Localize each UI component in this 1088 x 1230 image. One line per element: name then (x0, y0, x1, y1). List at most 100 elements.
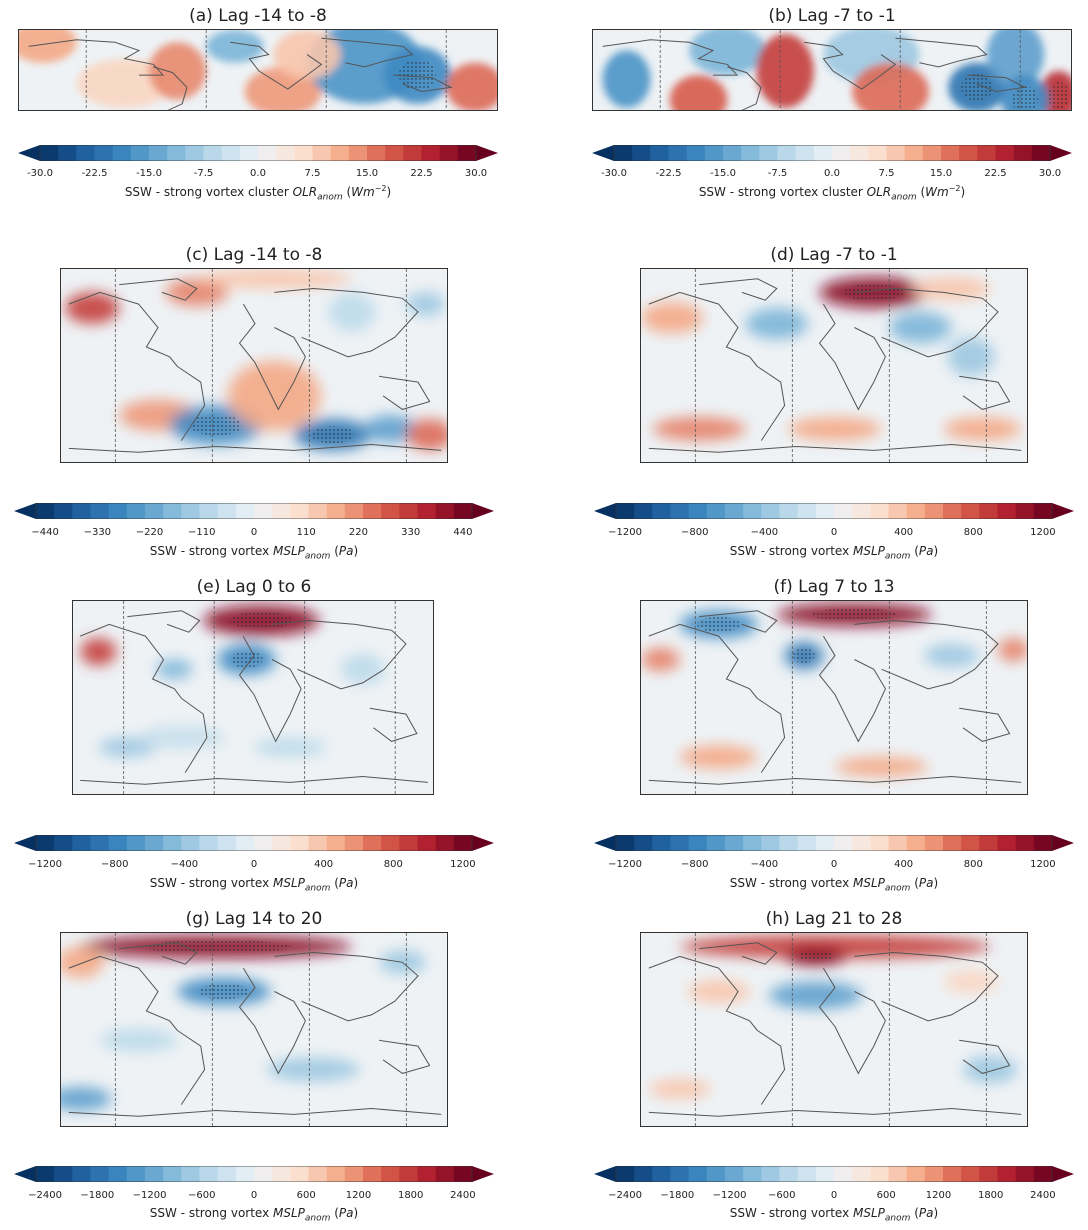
colorbar-tick-label: 15.0 (355, 168, 379, 179)
coastline (699, 610, 778, 633)
coastline (648, 623, 758, 699)
colorbar-segment (290, 1166, 310, 1182)
colorbar-f-label: SSW - strong vortex MSLPanom (Pa) (729, 876, 939, 894)
coastline (80, 775, 428, 785)
colorbar-tick-label: -22.5 (655, 168, 682, 179)
colorbar-segment (435, 503, 455, 519)
colorbar-segment (221, 145, 241, 161)
colorbar-segment (363, 1166, 382, 1182)
panel-f-map (640, 600, 1028, 795)
colorbar-segment (344, 1166, 364, 1182)
colorbar-segment (1033, 503, 1053, 519)
colorbar-segment (399, 1166, 419, 1182)
colorbar-segment (761, 835, 781, 851)
colorbar-tick-label: 800 (963, 527, 983, 538)
colorbar-d-svg (594, 502, 1074, 520)
coastline (68, 291, 178, 367)
significance-stipple (398, 59, 436, 91)
anomaly-blob (641, 647, 680, 672)
colorbar-segment (381, 503, 400, 519)
colorbar-tick-label: 400 (314, 859, 334, 870)
colorbar-tick-label: 15.0 (929, 168, 953, 179)
colorbar-segment (652, 835, 672, 851)
colorbar-segment (688, 835, 708, 851)
colorbar-segment (852, 835, 871, 851)
colorbar-c-label: SSW - strong vortex MSLPanom (Pa) (149, 544, 359, 562)
panel-c-map (60, 268, 448, 463)
colorbar-tick-label: 0 (830, 1190, 838, 1201)
colorbar-segment (979, 503, 999, 519)
panel-b-map (592, 29, 1072, 111)
panel-h-map (640, 932, 1028, 1127)
colorbar-g-ticks: −2400 −1800 −1200 −600 0 600 1200 1800 2400 (14, 1190, 494, 1202)
colorbar-segment (36, 503, 55, 519)
colorbar-b (592, 144, 1072, 162)
colorbar-segment (634, 503, 653, 519)
coastline (967, 74, 1027, 93)
colorbar-segment (870, 503, 890, 519)
colorbar-tick-label: 600 (876, 1190, 896, 1201)
colorbar-segment (977, 145, 997, 161)
colorbar-a-svg (18, 144, 498, 162)
panel-b-title: (b) Lag -7 to -1 (768, 6, 896, 26)
colorbar-segment (126, 503, 146, 519)
anomaly-blob (148, 42, 207, 100)
colorbar-segment (777, 145, 797, 161)
significance-stipple (229, 611, 294, 630)
coastline (804, 41, 897, 90)
anomaly-blob (889, 311, 952, 344)
panel-d-field (641, 269, 1027, 462)
colorbar-tick-label: -30.0 (601, 168, 627, 179)
colorbar-extend-high (472, 1166, 494, 1182)
anomaly-blob (679, 745, 758, 769)
colorbar-segment (725, 835, 744, 851)
colorbar-tick-label: 440 (453, 527, 473, 538)
coastline (699, 278, 778, 301)
coastline (757, 698, 786, 773)
colorbar-tick-label: 1200 (1030, 859, 1056, 870)
colorbar-segment (199, 835, 219, 851)
colorbar-extend-high (1052, 835, 1074, 851)
colorbar-segment (217, 503, 237, 519)
significance-stipple (1011, 86, 1039, 110)
anomaly-blob (254, 737, 327, 757)
colorbar-segment (399, 503, 419, 519)
panel-e-title: (e) Lag 0 to 6 (196, 577, 312, 597)
anomaly-blob (328, 292, 376, 332)
colorbar-tick-label: −220 (135, 527, 164, 538)
panel-f-title: (f) Lag 7 to 13 (773, 577, 895, 597)
anomaly-blob (363, 415, 418, 443)
significance-stipple (198, 983, 250, 1000)
colorbar-segment (868, 145, 888, 161)
anomaly-blob (679, 934, 991, 959)
colorbar-segment (706, 835, 726, 851)
colorbar-segment (834, 835, 853, 851)
anomaly-blob (769, 981, 863, 1010)
coastline (119, 278, 198, 301)
colorbar-tick-label: −110 (188, 527, 216, 538)
colorbar-tick-label: 30.0 (1038, 168, 1062, 179)
colorbar-segment (149, 145, 168, 161)
colorbar-a (18, 144, 498, 162)
colorbar-segment (126, 835, 146, 851)
colorbar-segment (668, 145, 688, 161)
anomaly-blob (997, 638, 1027, 662)
panel-d-map (640, 268, 1028, 463)
colorbar-segment (761, 503, 781, 519)
coastline (181, 698, 208, 773)
colorbar-tick-label: 800 (963, 859, 983, 870)
colorbar-segment (145, 835, 164, 851)
panel-h-field (641, 933, 1027, 1126)
coastline (818, 303, 886, 411)
panel-a-field (19, 30, 497, 110)
colorbar-d-label: SSW - strong vortex MSLPanom (Pa) (729, 544, 939, 562)
colorbar-segment (779, 1166, 799, 1182)
coastline (959, 1039, 1011, 1074)
significance-stipple (190, 414, 242, 436)
colorbar-segment (181, 503, 201, 519)
colorbar-segment (995, 145, 1015, 161)
anomaly-blob (689, 30, 766, 76)
coastline (648, 291, 758, 367)
panel-e-map (72, 600, 434, 795)
colorbar-tick-label: −1200 (712, 1190, 747, 1201)
